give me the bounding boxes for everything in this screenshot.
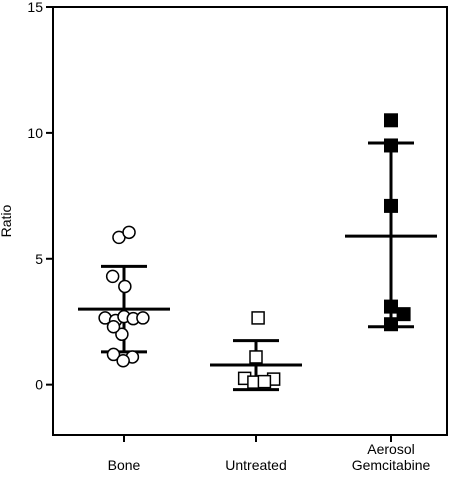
data-point-circle: [106, 319, 121, 334]
y-axis-title: Ratio: [0, 204, 14, 237]
data-point-filled-square: [384, 198, 398, 213]
category-label-line: Aerosol: [367, 441, 414, 457]
x-axis: Bone Untreated Aerosol Gemcitabine: [108, 435, 431, 473]
data-point-square: [249, 350, 263, 364]
data-point-filled-square: [384, 113, 398, 128]
data-point-filled-square: [396, 307, 411, 322]
data-point-circle: [105, 269, 120, 284]
data-point-circle: [122, 225, 136, 240]
plot-frame: [52, 6, 448, 436]
category-label-line: Gemcitabine: [352, 457, 431, 473]
data-point-circle: [118, 279, 132, 294]
data-point-filled-square: [384, 299, 398, 314]
data-point-circle: [116, 353, 130, 368]
data-point-circle: [115, 327, 129, 342]
data-point-square: [257, 374, 272, 389]
category-label: Aerosol Gemcitabine: [352, 441, 431, 473]
plot-area-border: [52, 6, 448, 436]
category-label: Bone: [108, 457, 141, 473]
category-label-line: Bone: [108, 457, 141, 473]
category-label: Untreated: [225, 457, 286, 473]
y-tick-label: 0: [35, 377, 43, 393]
y-axis: 0 5 10 15: [27, 0, 53, 393]
y-tick-label: 5: [35, 251, 43, 267]
category-label-line: Untreated: [225, 457, 286, 473]
data-point-filled-square: [384, 317, 398, 332]
data-points: [98, 113, 411, 389]
data-point-filled-square: [384, 138, 398, 153]
data-point-circle: [106, 347, 121, 362]
data-point-circle: [136, 311, 150, 325]
y-tick-label: 15: [27, 0, 43, 15]
data-point-square: [251, 311, 265, 325]
y-tick-label: 10: [27, 125, 43, 141]
